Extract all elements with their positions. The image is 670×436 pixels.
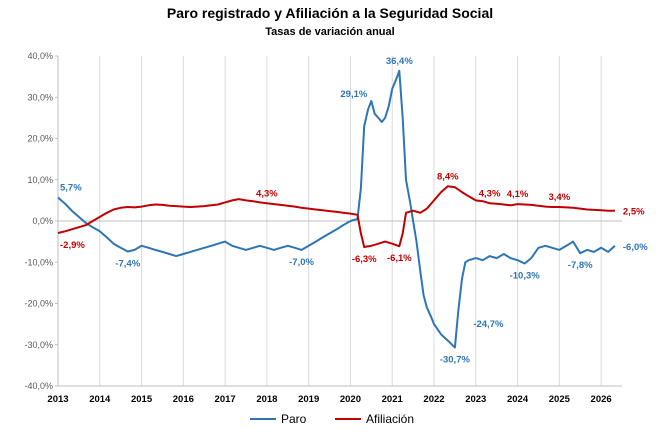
data-label-layer: 5,7% -2,9% -7,4% 4,3% -7,0% -6,3% 29,1% 36,4% -6… bbox=[60, 56, 648, 366]
x-tick-label: 2014 bbox=[89, 394, 111, 405]
y-tick-label: -30,0% bbox=[24, 340, 53, 350]
x-tick-label: 2025 bbox=[549, 394, 571, 405]
axis-layer: 40,0% 30,0% 20,0% 10,0% 0,0% -10,0% -20,0% -30,… bbox=[24, 51, 622, 405]
data-label: -30,7% bbox=[440, 355, 471, 366]
data-label: -6,0% bbox=[623, 242, 648, 253]
data-label: -6,3% bbox=[352, 254, 377, 265]
data-label: 4,3% bbox=[256, 188, 278, 199]
data-label: 36,4% bbox=[386, 56, 413, 67]
data-label: -7,8% bbox=[568, 260, 593, 271]
legend-label: Afiliación bbox=[366, 412, 414, 426]
x-tick-label: 2019 bbox=[298, 394, 319, 405]
series-layer bbox=[57, 69, 616, 349]
data-label: -10,3% bbox=[510, 270, 541, 281]
y-tick-label: 20,0% bbox=[27, 134, 53, 144]
y-tick-label: -40,0% bbox=[24, 381, 53, 391]
data-label: 8,4% bbox=[437, 171, 459, 182]
x-tick-label: 2017 bbox=[215, 394, 236, 405]
data-label: -7,4% bbox=[115, 259, 140, 270]
data-label: -6,1% bbox=[387, 253, 412, 264]
x-tick-label: 2018 bbox=[256, 394, 277, 405]
y-tick-label: 10,0% bbox=[27, 175, 53, 185]
data-label: 2,5% bbox=[623, 207, 645, 218]
data-label: -7,0% bbox=[289, 257, 314, 268]
series-line-afiliacin bbox=[57, 185, 615, 248]
x-tick-label: 2026 bbox=[591, 394, 612, 405]
series-line-paro bbox=[57, 69, 616, 349]
data-label: 4,1% bbox=[507, 189, 529, 200]
legend: Paro Afiliación bbox=[250, 412, 414, 426]
y-tick-label: -20,0% bbox=[24, 299, 53, 309]
data-label: -24,7% bbox=[473, 319, 504, 330]
data-label: -2,9% bbox=[60, 240, 85, 251]
y-tick-label: 30,0% bbox=[27, 92, 53, 102]
legend-label: Paro bbox=[281, 412, 307, 426]
y-tick-label: 40,0% bbox=[27, 51, 53, 61]
x-tick-label: 2024 bbox=[507, 394, 529, 405]
data-label: 4,3% bbox=[479, 188, 501, 199]
x-tick-label: 2016 bbox=[173, 394, 194, 405]
x-tick-label: 2022 bbox=[423, 394, 444, 405]
data-label: 3,4% bbox=[549, 192, 571, 203]
x-tick-label: 2015 bbox=[131, 394, 153, 405]
y-tick-label: 0,0% bbox=[32, 216, 53, 226]
x-tick-label: 2023 bbox=[465, 394, 486, 405]
data-label: 5,7% bbox=[60, 182, 82, 193]
x-tick-label: 2013 bbox=[47, 394, 68, 405]
y-tick-label: -10,0% bbox=[24, 257, 53, 267]
chart-subtitle: Tasas de variación anual bbox=[265, 26, 394, 38]
x-tick-label: 2021 bbox=[382, 394, 404, 405]
chart-title: Paro registrado y Afiliación a la Seguri… bbox=[167, 5, 493, 21]
data-label: 29,1% bbox=[340, 89, 367, 100]
x-tick-label: 2020 bbox=[340, 394, 361, 405]
